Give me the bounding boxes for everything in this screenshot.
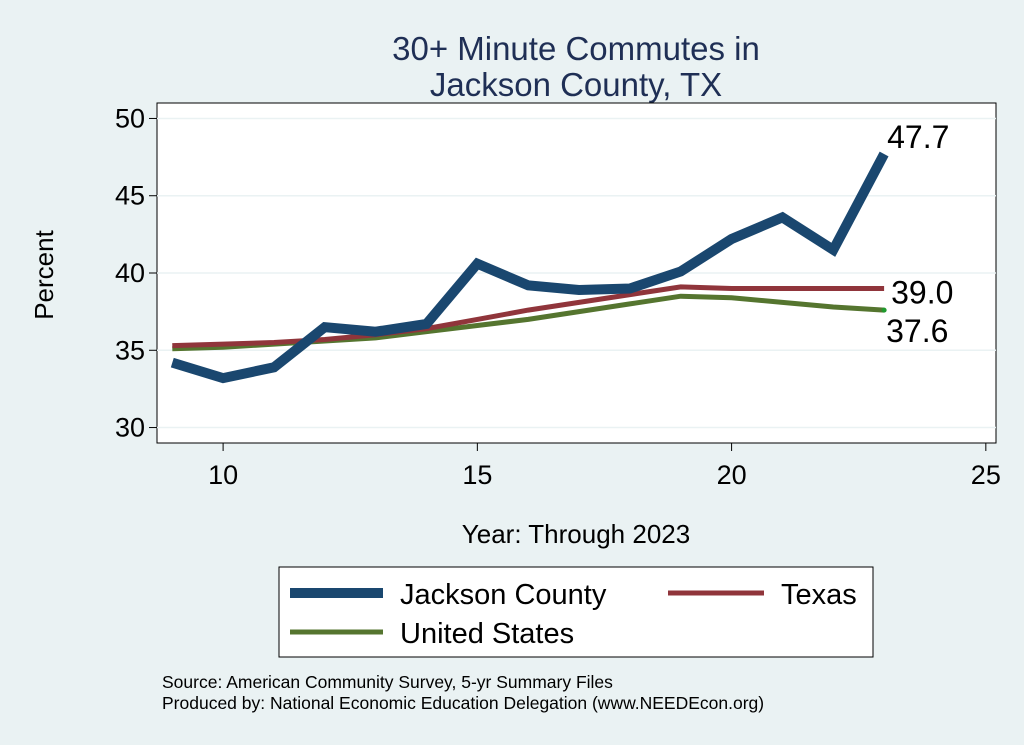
x-tick-label-20: 20	[717, 460, 747, 490]
producer-note: Produced by: National Economic Education…	[162, 693, 764, 713]
axes: 30 35 40 45 50 10 15 20 25	[115, 103, 1001, 490]
end-label-jackson-county: 47.7	[887, 119, 949, 155]
y-tick-label-35: 35	[115, 335, 145, 365]
x-axis-title: Year: Through 2023	[462, 519, 690, 549]
legend-box	[278, 566, 874, 658]
end-label-united-states: 37.6	[886, 313, 948, 349]
chart-title-line-2: Jackson County, TX	[430, 66, 722, 103]
legend-label-texas: Texas	[781, 579, 857, 611]
series-line-jackson-county	[170, 151, 889, 384]
y-tick-label-30: 30	[115, 413, 145, 443]
x-tick-label-15: 15	[462, 460, 492, 490]
legend-label-united-states: United States	[400, 618, 574, 650]
legend-label-jackson-county: Jackson County	[400, 579, 607, 611]
chart-title-line-1: 30+ Minute Commutes in	[392, 30, 760, 67]
x-tick-label-10: 10	[208, 460, 238, 490]
y-tick-label-40: 40	[115, 258, 145, 288]
source-note: Source: American Community Survey, 5-yr …	[162, 672, 613, 692]
chart-title: 30+ Minute Commutes in Jackson County, T…	[392, 30, 760, 103]
end-label-texas: 39.0	[891, 274, 953, 310]
series-lines	[170, 151, 889, 384]
legend: Jackson County Texas United States	[278, 566, 874, 658]
series-line-texas	[172, 284, 885, 349]
end-labels: 47.7 39.037.6	[886, 119, 953, 349]
y-tick-label-50: 50	[115, 103, 145, 133]
x-tick-label-25: 25	[971, 460, 1001, 490]
y-axis-title: Percent	[29, 229, 59, 319]
y-tick-label-45: 45	[115, 181, 145, 211]
series-end-marker-united-states	[881, 307, 887, 313]
